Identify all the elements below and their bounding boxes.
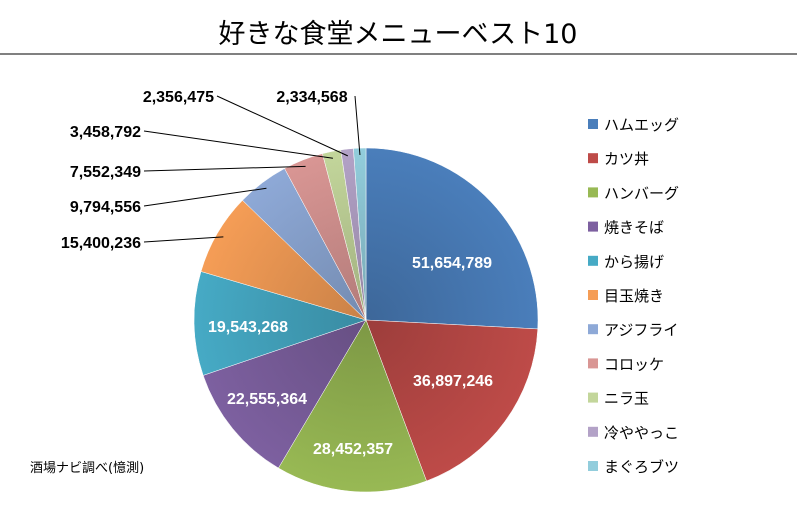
leader-line-9 (143, 130, 333, 159)
legend-swatch-8 (588, 358, 598, 369)
legend-swatch-3 (588, 187, 598, 198)
legend-label-1: ハムエッグ (604, 116, 679, 134)
leader-line-10 (216, 95, 349, 157)
legend-swatch-11 (588, 461, 598, 471)
data-label-8: 7,552,349 (70, 164, 141, 181)
legend-swatch-6 (588, 290, 598, 300)
data-label-5: 19,543,268 (208, 319, 288, 336)
pie-slice-2 (365, 319, 539, 482)
legend-label-11: まぐろブツ (604, 458, 679, 476)
data-label-6: 15,400,236 (61, 235, 141, 252)
pie-slice-3 (278, 319, 427, 493)
legend-label-5: から揚げ (604, 253, 664, 271)
leader-line-11 (354, 95, 361, 156)
data-label-2: 36,897,246 (413, 373, 493, 390)
source-note: 酒場ナビ調べ(憶測) (30, 461, 144, 476)
data-label-3: 28,452,357 (313, 441, 393, 458)
chart-title: 好きな食堂メニューベスト10 (219, 19, 578, 50)
pie-slice-1 (365, 147, 539, 330)
data-labels: 51,654,789 36,897,246 28,452,357 22,555,364… (61, 89, 493, 458)
legend-label-2: カツ丼 (604, 150, 649, 168)
legend-swatch-5 (588, 255, 598, 266)
legend-swatch-9 (588, 392, 598, 403)
data-label-9: 3,458,792 (70, 124, 141, 141)
leader-line-8 (143, 165, 306, 172)
leader-line-6 (143, 236, 224, 243)
legend-swatch-1 (588, 119, 598, 129)
legend-label-6: 目玉焼き (604, 287, 664, 305)
legend-label-7: アジフライ (604, 321, 678, 339)
pie-slice-4 (202, 319, 367, 469)
data-label-10: 2,356,475 (143, 89, 214, 106)
pie-slice-5 (193, 271, 367, 376)
legend-label-4: 焼きそば (604, 219, 664, 237)
data-label-4: 22,555,364 (227, 391, 307, 408)
legend-label-10: 冷ややっこ (604, 424, 679, 442)
legend-swatch-7 (588, 324, 598, 335)
pie-slices (193, 147, 539, 493)
legend: ハムエッグカツ丼ハンバーグ焼きそばから揚げ目玉焼きアジフライコロッケニラ玉冷やや… (588, 116, 679, 476)
legend-swatch-2 (588, 153, 598, 164)
legend-label-8: コロッケ (604, 355, 664, 373)
data-label-7: 9,794,556 (70, 199, 141, 216)
leader-lines (143, 95, 361, 243)
leader-line-7 (143, 187, 267, 207)
legend-label-3: ハンバーグ (604, 184, 679, 202)
legend-swatch-10 (588, 426, 598, 437)
legend-label-9: ニラ玉 (604, 390, 649, 408)
data-label-1: 51,654,789 (412, 255, 492, 272)
legend-swatch-4 (588, 221, 598, 232)
data-label-11: 2,334,568 (276, 89, 347, 106)
